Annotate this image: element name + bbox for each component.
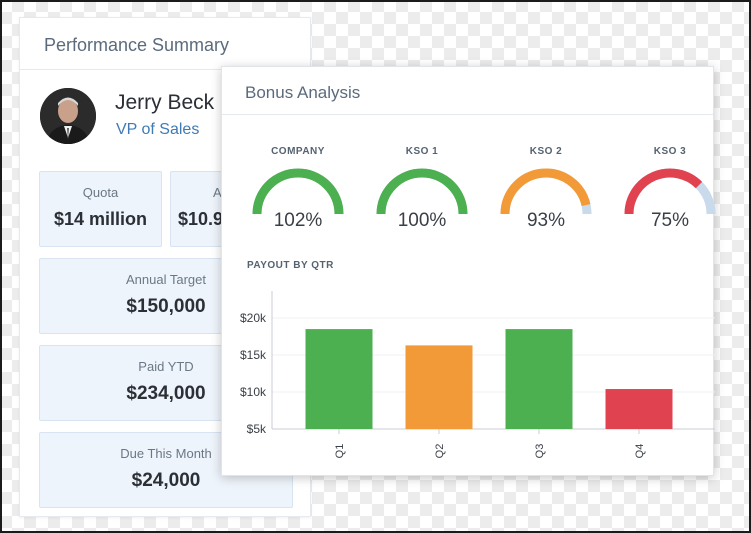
stat-due-this-month-value: $24,000 <box>131 470 201 491</box>
bar-q1 <box>305 329 373 429</box>
x-tick-label: Q4 <box>634 444 646 459</box>
stat-quota: Quota $14 million <box>39 171 162 247</box>
x-tick-label: Q2 <box>434 444 446 459</box>
bonus-analysis-title: Bonus Analysis <box>245 83 361 102</box>
stat-annual-target-value: $150,000 <box>126 296 206 317</box>
gauge-kso-2-value: 93% <box>526 210 566 231</box>
gauge-company-value: 102% <box>273 210 323 231</box>
gauge-kso-3[interactable]: KSO 3 75% <box>618 146 722 246</box>
avatar[interactable] <box>40 88 96 144</box>
stat-paid-ytd-label: Paid YTD <box>138 359 194 374</box>
y-tick-label: $10k <box>240 385 267 399</box>
stat-actual-value: $10.9 <box>178 209 224 229</box>
y-tick-label: $20k <box>240 311 267 325</box>
gauge-kso-1-arc <box>376 168 468 215</box>
gauge-kso-2[interactable]: KSO 2 93% <box>494 146 598 246</box>
stat-actual-label: A <box>213 185 222 200</box>
avatar-photo <box>40 88 96 144</box>
gauge-kso-1-label: KSO 1 <box>405 146 439 157</box>
performance-summary-title: Performance Summary <box>44 35 230 55</box>
stat-paid-ytd-value: $234,000 <box>126 383 206 404</box>
gauge-kso-3-value: 75% <box>650 210 690 231</box>
gauge-kso-2-label: KSO 2 <box>529 146 563 157</box>
gauge-company-arc <box>252 168 344 215</box>
user-name: Jerry Beck <box>115 91 215 114</box>
x-tick-label: Q1 <box>334 444 346 459</box>
x-tick-label: Q3 <box>534 444 546 459</box>
stat-quota-label: Quota <box>82 185 119 200</box>
bar-q3 <box>505 329 573 429</box>
gauge-kso-1-value: 100% <box>397 210 447 231</box>
y-tick-label: $15k <box>240 348 267 362</box>
gauge-kso-2-arc <box>500 168 592 215</box>
gauge-company-label: COMPANY <box>271 146 325 157</box>
user-role: VP of Sales <box>116 121 200 138</box>
stat-quota-value: $14 million <box>53 209 148 229</box>
bonus-analysis-header: Bonus Analysis <box>222 67 713 115</box>
bar-q2 <box>405 345 473 429</box>
gauge-kso-3-label: KSO 3 <box>653 146 687 157</box>
bonus-analysis-card: Bonus Analysis COMPANY 102% KSO 1 100% K… <box>221 66 716 476</box>
payout-bar-chart: $20k $15k $10k $5k Q1 Q2 Q3 Q4 <box>240 291 715 459</box>
payout-by-qtr-label: PAYOUT BY QTR <box>247 260 334 271</box>
stat-annual-target-label: Annual Target <box>126 272 206 287</box>
gauge-kso-3-arc <box>624 168 716 215</box>
y-tick-label: $5k <box>247 422 267 436</box>
gauge-kso-1[interactable]: KSO 1 100% <box>370 146 474 246</box>
performance-summary-header: Performance Summary <box>20 18 310 70</box>
bar-q4 <box>605 389 673 429</box>
stat-due-this-month-label: Due This Month <box>120 446 212 461</box>
gauge-company[interactable]: COMPANY 102% <box>246 146 350 246</box>
